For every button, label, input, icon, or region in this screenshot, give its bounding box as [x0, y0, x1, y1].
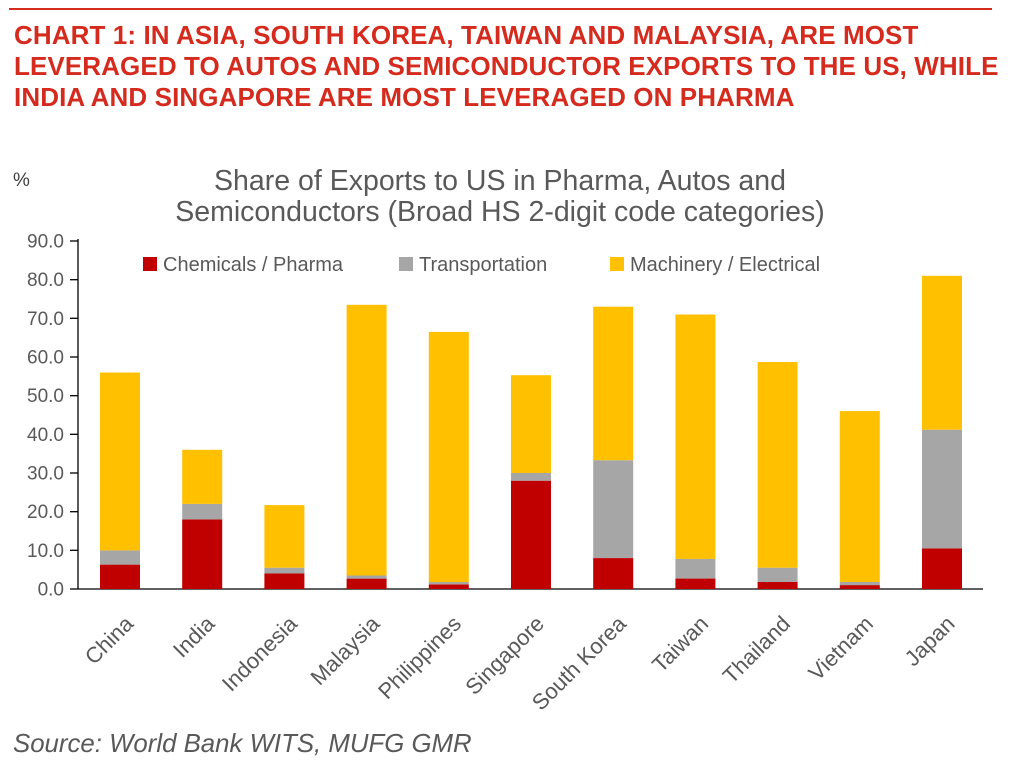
svg-text:50.0: 50.0 — [27, 386, 64, 407]
svg-text:0.0: 0.0 — [38, 580, 64, 601]
svg-text:70.0: 70.0 — [27, 309, 64, 330]
svg-text:20.0: 20.0 — [27, 502, 64, 523]
svg-text:40.0: 40.0 — [27, 425, 64, 446]
svg-text:10.0: 10.0 — [27, 541, 64, 562]
svg-text:80.0: 80.0 — [27, 270, 64, 291]
svg-text:90.0: 90.0 — [27, 232, 64, 253]
svg-text:30.0: 30.0 — [27, 464, 64, 485]
svg-text:60.0: 60.0 — [27, 348, 64, 369]
